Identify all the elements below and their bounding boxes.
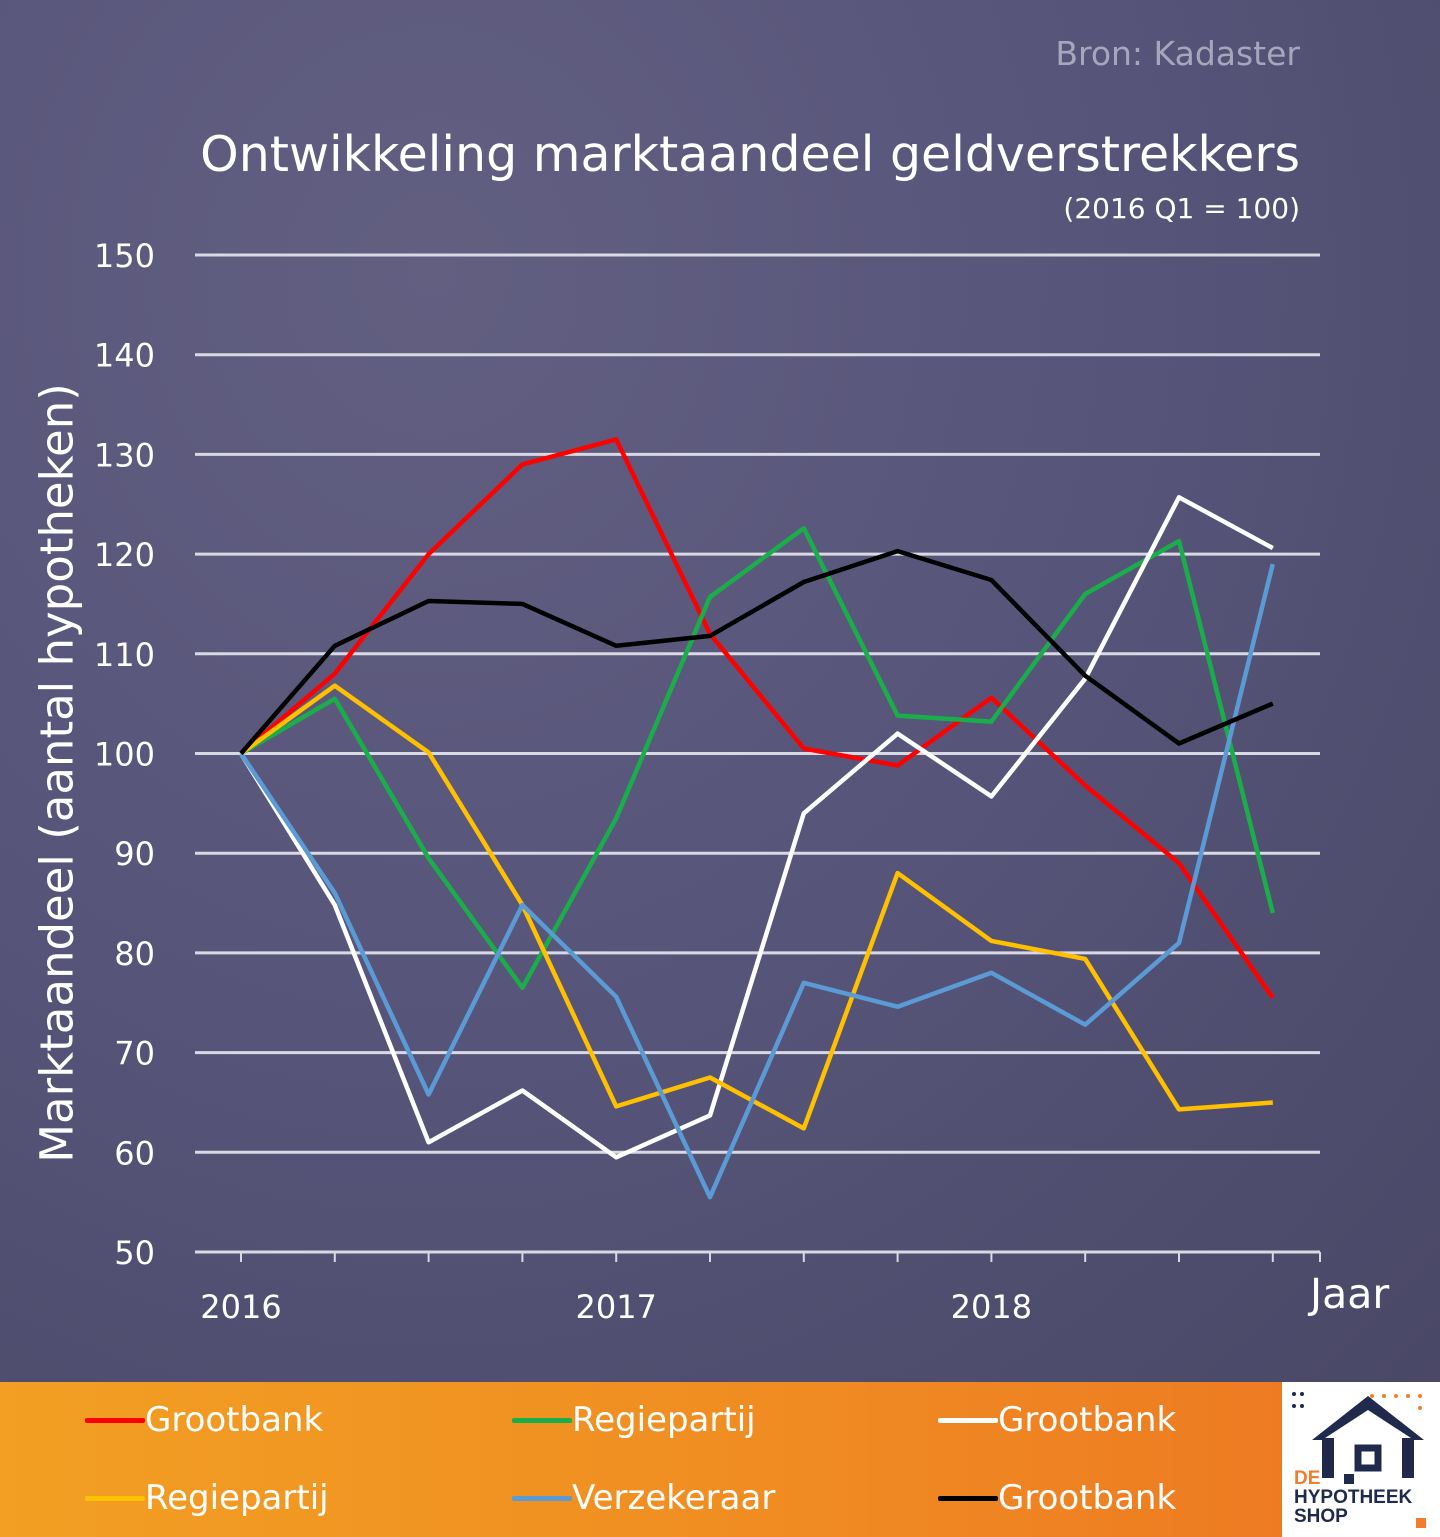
series-line [239, 683, 1273, 1131]
chart-title: Ontwikkeling marktaandeel geldverstrekke… [200, 126, 1300, 183]
logo-line-2: HYPOTHEEK [1294, 1487, 1413, 1508]
chart-svg: 50 60 70 80 90 100 110 120 130 140 150 2016 2017 2018 [94, 237, 1321, 1326]
legend-item: Verzekeraar [512, 1476, 775, 1520]
legend-swatch [85, 1495, 145, 1501]
y-tick-label: 120 [94, 536, 155, 574]
legend-item: Regiepartij [512, 1398, 756, 1442]
legend-swatch [938, 1495, 998, 1501]
y-tick-label: 110 [94, 636, 155, 674]
plot-area: 50 60 70 80 90 100 110 120 130 140 150 2016 2017 2018… [0, 0, 1440, 1382]
series-line [239, 563, 1275, 1200]
y-tick-label: 130 [94, 436, 155, 474]
legend-swatch [512, 1417, 572, 1423]
logo-line-3: SHOP [1294, 1506, 1348, 1527]
y-tick-label: 100 [94, 736, 155, 774]
legend-label: Grootbank [998, 1400, 1177, 1440]
x-axis-label: Jaar [1310, 1270, 1390, 1318]
series-line [239, 525, 1275, 991]
chart-subtitle: (2016 Q1 = 100) [1063, 192, 1300, 225]
x-tick-label: 2016 [200, 1288, 281, 1326]
source-label: Bron: Kadaster [1055, 34, 1300, 73]
legend-label: Verzekeraar [572, 1478, 776, 1518]
legend: Grootbank Regiepartij Grootbank Regiepartij… [0, 1382, 1282, 1537]
series-line [239, 437, 1275, 1000]
y-tick-label: 50 [114, 1234, 155, 1272]
y-tick-label: 60 [114, 1134, 155, 1172]
legend-item: Grootbank [938, 1476, 1176, 1520]
y-tick-label: 140 [94, 337, 155, 375]
y-tick-label: 80 [114, 935, 155, 973]
series-line [239, 495, 1274, 1160]
legend-label: Regiepartij [145, 1478, 329, 1518]
y-tick-label: 70 [114, 1035, 155, 1073]
x-tick-label: 2017 [575, 1288, 656, 1326]
legend-swatch [85, 1417, 145, 1423]
logo: DE HYPOTHEEK SHOP [1282, 1382, 1440, 1537]
legend-item: Grootbank [938, 1398, 1176, 1442]
y-tick-label: 150 [94, 237, 155, 275]
legend-item: Regiepartij [85, 1476, 329, 1520]
y-axis-label: Marktaandeel (aantal hypotheken) [30, 383, 84, 1163]
legend-label: Regiepartij [572, 1400, 756, 1440]
x-tick-label: 2018 [951, 1288, 1032, 1326]
legend-item: Grootbank [85, 1398, 323, 1442]
legend-label: Grootbank [998, 1478, 1177, 1518]
logo-line-1: DE [1294, 1468, 1321, 1489]
house-logo-icon [1292, 1392, 1426, 1528]
legend-swatch [512, 1495, 572, 1501]
legend-swatch [938, 1417, 998, 1423]
series-line [239, 548, 1274, 755]
legend-label: Grootbank [145, 1400, 324, 1440]
y-tick-label: 90 [114, 835, 155, 873]
